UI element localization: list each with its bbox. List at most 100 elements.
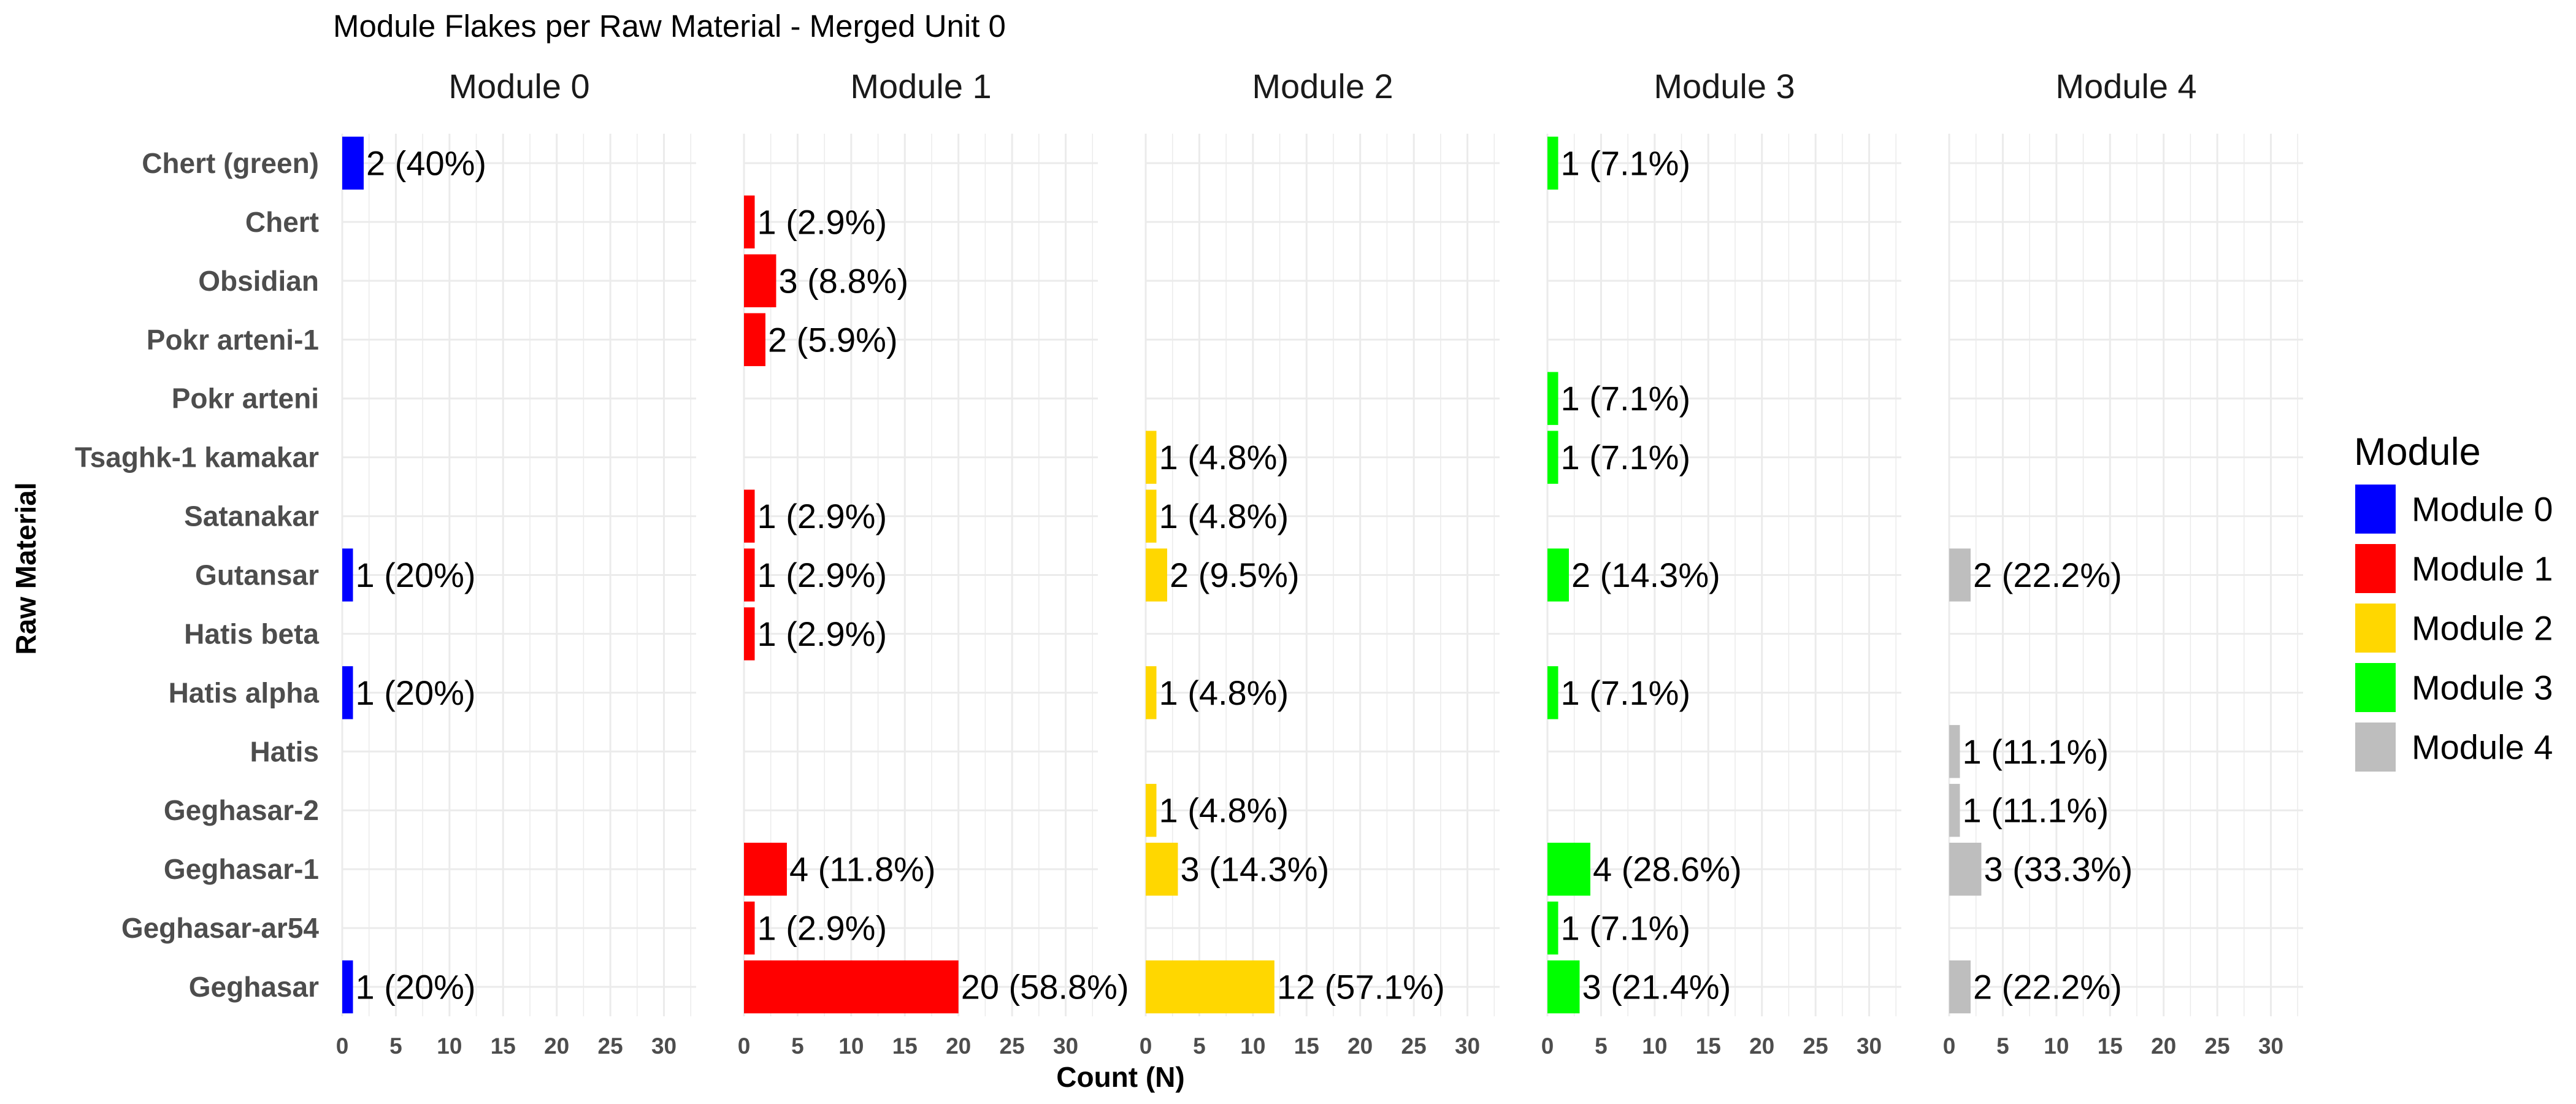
y-tick-obsidian: Obsidian xyxy=(198,265,319,297)
y-axis-tick-labels: Chert (green) Chert Obsidian Pokr arteni-1 P… xyxy=(75,147,319,1003)
gridlines xyxy=(1144,134,1500,1016)
x-tick-label: 5 xyxy=(1193,1033,1206,1059)
facet-panels: Module 0 2 (40%) 1 (20%) 1 (20%) 1 (20%) 0 5 10… xyxy=(336,67,2303,1059)
data-label: 4 (11.8%) xyxy=(789,850,936,889)
data-label: 1 (7.1%) xyxy=(1560,379,1690,418)
x-tick-label: 5 xyxy=(791,1033,804,1059)
bar-hatis-alpha xyxy=(1146,666,1157,719)
x-tick-label: 30 xyxy=(1455,1033,1480,1059)
legend-swatch-module-2 xyxy=(2355,604,2396,653)
x-tick-label: 20 xyxy=(2151,1033,2176,1059)
legend-label-module-4: Module 4 xyxy=(2412,728,2553,767)
x-tick-label: 0 xyxy=(1541,1033,1554,1059)
x-tick-label: 20 xyxy=(946,1033,971,1059)
data-label: 1 (4.8%) xyxy=(1159,791,1289,830)
data-label: 1 (2.9%) xyxy=(757,615,887,653)
bar-gutansar xyxy=(1146,548,1167,602)
legend-label-module-3: Module 3 xyxy=(2412,669,2553,707)
x-tick-label: 15 xyxy=(1696,1033,1721,1059)
bar-geghasar xyxy=(1146,960,1275,1014)
y-tick-hatis: Hatis xyxy=(250,735,319,767)
bar-gutansar xyxy=(744,548,755,602)
data-label: 3 (8.8%) xyxy=(778,261,908,300)
x-tick-label: 25 xyxy=(2205,1033,2230,1059)
bar-hatis xyxy=(1949,725,1960,778)
panel-module-3: Module 3 1 (7.1%) 1 (7.1%) 1 (7.1%) 2 (14.3%… xyxy=(1541,67,1901,1059)
x-axis-label: Count (N) xyxy=(1056,1061,1184,1093)
bar-tsaghk-1-kamakar xyxy=(1146,431,1157,484)
bar-geghasar-2 xyxy=(1146,784,1157,837)
x-tick-label: 0 xyxy=(336,1033,349,1059)
x-tick-label: 30 xyxy=(2258,1033,2283,1059)
y-tick-satanakar: Satanakar xyxy=(184,500,319,532)
x-tick-label: 5 xyxy=(389,1033,402,1059)
data-label: 1 (2.9%) xyxy=(757,909,887,948)
x-tick-label: 5 xyxy=(1996,1033,2009,1059)
x-tick-label: 30 xyxy=(651,1033,677,1059)
data-label: 12 (57.1%) xyxy=(1277,968,1445,1006)
y-tick-pokr-arteni-1: Pokr arteni-1 xyxy=(147,324,319,356)
bar-geghasar-2 xyxy=(1949,784,1960,837)
x-tick-label: 30 xyxy=(1857,1033,1882,1059)
facet-strip-label: Module 1 xyxy=(850,67,991,105)
x-tick-label: 20 xyxy=(1347,1033,1373,1059)
data-label: 2 (40%) xyxy=(366,144,486,182)
y-tick-chert-green: Chert (green) xyxy=(142,147,319,179)
bar-satanakar xyxy=(1146,489,1157,543)
x-tick-label: 15 xyxy=(892,1033,918,1059)
y-tick-geghasar: Geghasar xyxy=(189,971,319,1003)
x-tick-label: 5 xyxy=(1595,1033,1608,1059)
data-label: 1 (7.1%) xyxy=(1560,673,1690,712)
x-tick-label: 15 xyxy=(1294,1033,1319,1059)
x-tick-label: 10 xyxy=(1240,1033,1265,1059)
data-label: 2 (14.3%) xyxy=(1571,556,1720,594)
data-label: 1 (2.9%) xyxy=(757,497,887,535)
x-tick-label: 25 xyxy=(1401,1033,1427,1059)
data-label: 1 (20%) xyxy=(355,673,475,712)
data-label: 1 (7.1%) xyxy=(1560,144,1690,182)
bar-geghasar-1 xyxy=(744,842,787,896)
y-tick-geghasar-ar54: Geghasar-ar54 xyxy=(121,912,320,944)
bar-chert xyxy=(744,195,755,249)
data-label: 1 (4.8%) xyxy=(1159,673,1289,712)
y-tick-geghasar-1: Geghasar-1 xyxy=(164,853,319,885)
bar-chert-green xyxy=(342,136,364,190)
bar-geghasar-1 xyxy=(1146,842,1178,896)
bar-hatis-alpha xyxy=(342,666,353,719)
bar-hatis-alpha xyxy=(1547,666,1558,719)
data-label: 1 (11.1%) xyxy=(1962,791,2109,830)
y-tick-hatis-alpha: Hatis alpha xyxy=(169,677,320,708)
x-tick-label: 10 xyxy=(838,1033,864,1059)
gridlines xyxy=(341,134,696,1016)
bar-gutansar xyxy=(1949,548,1971,602)
data-label: 1 (20%) xyxy=(355,968,475,1006)
bar-geghasar-1 xyxy=(1949,842,1982,896)
data-label: 1 (7.1%) xyxy=(1560,438,1690,477)
x-tick-label: 0 xyxy=(1140,1033,1152,1059)
data-label: 1 (7.1%) xyxy=(1560,909,1690,948)
bar-geghasar xyxy=(1949,960,1971,1014)
x-tick-label: 25 xyxy=(1000,1033,1025,1059)
y-tick-pokr-arteni: Pokr arteni xyxy=(172,383,319,415)
data-label: 1 (4.8%) xyxy=(1159,497,1289,535)
data-label: 3 (14.3%) xyxy=(1180,850,1329,889)
y-tick-chert: Chert xyxy=(245,206,319,238)
x-tick-label: 0 xyxy=(738,1033,751,1059)
bar-tsaghk-1-kamakar xyxy=(1547,431,1558,484)
x-tick-label: 10 xyxy=(1642,1033,1667,1059)
bar-geghasar xyxy=(744,960,959,1014)
data-label: 1 (2.9%) xyxy=(757,202,887,241)
data-label: 2 (9.5%) xyxy=(1170,556,1300,594)
data-label: 1 (20%) xyxy=(355,556,475,594)
bar-pokr-arteni xyxy=(1547,372,1558,425)
panel-module-1: Module 1 1 (2.9%) 3 (8.8%) 2 (5.9%) 1 (2.9%)… xyxy=(738,67,1129,1059)
y-tick-geghasar-2: Geghasar-2 xyxy=(164,794,319,826)
panel-module-0: Module 0 2 (40%) 1 (20%) 1 (20%) 1 (20%) 0 5 10… xyxy=(336,67,696,1059)
data-label: 3 (21.4%) xyxy=(1582,968,1731,1006)
x-tick-label: 30 xyxy=(1053,1033,1078,1059)
legend-label-module-0: Module 0 xyxy=(2412,490,2553,529)
data-label: 20 (58.8%) xyxy=(961,968,1129,1006)
data-label: 3 (33.3%) xyxy=(1984,850,2133,889)
bar-satanakar xyxy=(744,489,755,543)
